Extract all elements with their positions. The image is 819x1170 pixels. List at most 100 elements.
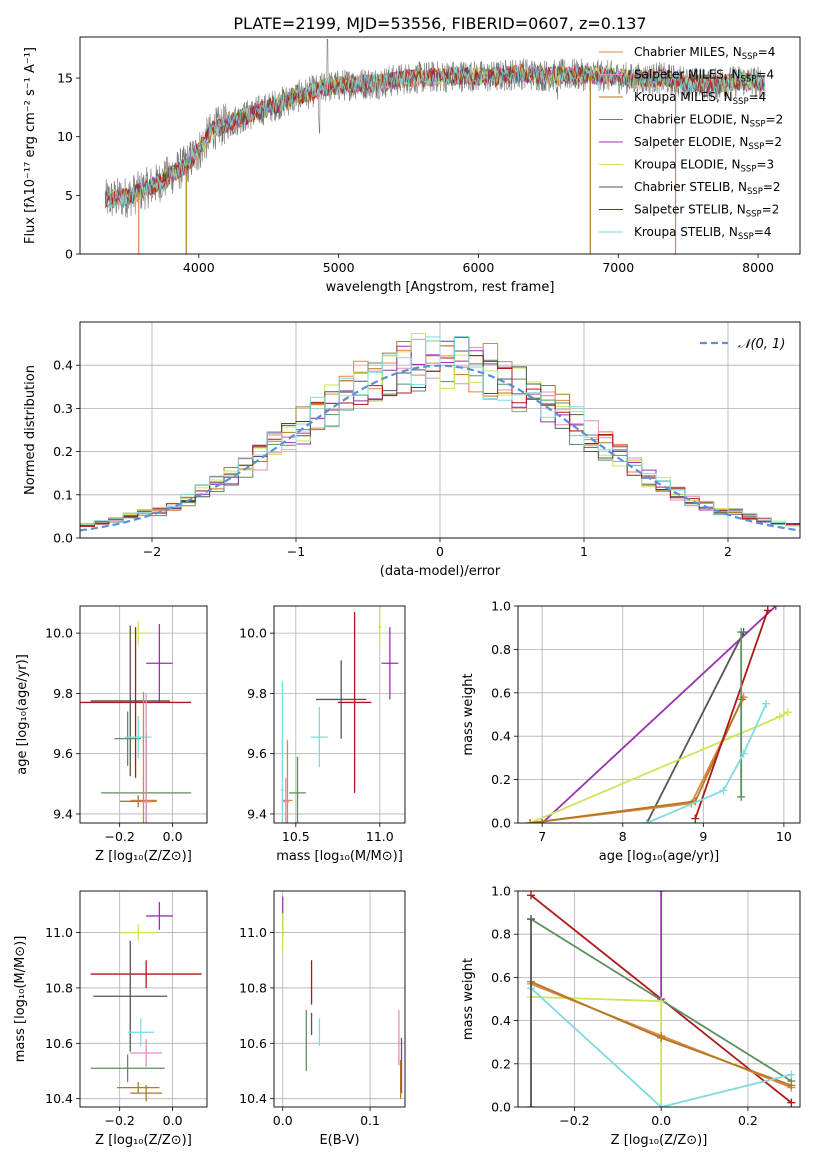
mass-weight-marker — [739, 749, 748, 758]
y-tick-label: 0 — [65, 247, 73, 262]
legend-entry: Chabrier MILES, NSSP=4 — [634, 45, 775, 62]
mass-weight-marker — [787, 1081, 796, 1090]
spectrum-axes: 4000 5000 6000 7000 8000 0 5 10 15 wavelength [An… — [23, 39, 774, 295]
y-tick-label: 10 — [57, 129, 73, 144]
mass-weight-marker — [771, 606, 780, 610]
x-tick-label: −1 — [287, 544, 305, 559]
y-axis-label: mass weight — [461, 673, 476, 755]
massweight-vs-Z-plot-area — [527, 891, 796, 1107]
mass-weight-marker — [657, 891, 666, 895]
mass-weight-marker — [787, 1070, 796, 1079]
mass-weight-marker — [737, 792, 746, 801]
x-tick-label: 11.0 — [366, 829, 394, 844]
age-vs-mass-axes: 10.5 11.0 9.4 9.6 9.8 10.0 mass [log₁₀(M/M⊙)] — [239, 606, 405, 864]
x-tick-label: 0.0 — [273, 1113, 293, 1128]
y-tick-label: 0.2 — [491, 772, 511, 787]
y-tick-label: 0.6 — [491, 685, 511, 700]
mass-weight-line — [530, 987, 792, 1107]
mass-weight-marker — [657, 1033, 666, 1042]
y-tick-label: 0.1 — [53, 487, 73, 502]
massweight-vs-age-plot-area — [526, 606, 792, 823]
x-tick-label: −0.2 — [559, 1113, 589, 1128]
y-tick-label: 0.0 — [53, 531, 73, 546]
x-tick-label: 0 — [436, 544, 444, 559]
mass-weight-marker — [719, 786, 728, 795]
y-axis-label: Normed distribution — [23, 365, 38, 495]
y-tick-label: 10.0 — [239, 626, 267, 641]
mass-weight-marker — [657, 1103, 666, 1107]
y-tick-label: 10.6 — [45, 1036, 73, 1051]
y-axis-label: mass [log₁₀(M/M⊙)] — [13, 936, 28, 1063]
y-tick-label: 9.4 — [247, 806, 267, 821]
mass-weight-marker — [527, 1103, 536, 1107]
mass-weight-line — [646, 631, 745, 823]
mass-vs-Z-axes: −0.2 0.0 10.4 10.6 10.8 11.0 Z [log₁₀(Z/Z⊙)] ma… — [13, 891, 207, 1148]
y-tick-label: 0.2 — [53, 444, 73, 459]
mass-vs-Z-plot-area — [90, 902, 202, 1102]
model-spectrum-line — [105, 63, 766, 208]
x-tick-label: 0.2 — [738, 1113, 758, 1128]
legend-entry: Kroupa STELIB, NSSP=4 — [634, 225, 772, 242]
y-tick-label: 0.3 — [53, 401, 73, 416]
residuals-frame — [79, 321, 801, 539]
x-tick-label: 8000 — [742, 260, 774, 275]
x-tick-label: 10 — [776, 829, 792, 844]
x-tick-label: 6000 — [463, 260, 495, 275]
y-tick-label: 5 — [65, 188, 73, 203]
mass-weight-line — [541, 606, 777, 823]
massweight-vs-Z-axes: −0.2 0.0 0.2 0.0 0.2 0.4 0.6 0.8 1.0 Z [log₁₀(Z/Z… — [461, 884, 800, 1148]
massweight-vs-age-frame — [517, 605, 801, 824]
normal-distribution-curve — [80, 364, 800, 532]
y-tick-label: 10.6 — [239, 1036, 267, 1051]
legend-entry: 𝒩(0, 1) — [738, 337, 785, 352]
mass-vs-ebv-frame — [273, 890, 406, 1108]
x-tick-label: 9 — [699, 829, 707, 844]
residuals-plot-area — [80, 333, 800, 532]
y-axis-label: age [log₁₀(age/yr)] — [15, 654, 30, 775]
y-tick-label: 11.0 — [45, 925, 73, 940]
y-axis-label: mass weight — [461, 958, 476, 1040]
x-axis-label: age [log₁₀(age/yr)] — [599, 849, 720, 864]
x-tick-label: −0.2 — [105, 1113, 135, 1128]
mass-weight-marker — [783, 708, 792, 717]
legend-entry: Chabrier ELODIE, NSSP=2 — [634, 113, 783, 130]
mass-weight-line — [530, 995, 663, 1107]
age-vs-Z-axes: −0.2 0.0 9.4 9.6 9.8 10.0 Z [log₁₀(Z/Z⊙)] age [… — [15, 606, 207, 864]
age-vs-Z-frame — [79, 605, 208, 824]
y-tick-label: 9.4 — [53, 806, 73, 821]
x-axis-label: Z [log₁₀(Z/Z⊙)] — [611, 1133, 708, 1148]
x-tick-label: 7000 — [602, 260, 634, 275]
x-tick-label: 0.0 — [163, 829, 183, 844]
x-axis-label: E(B-V) — [319, 1133, 359, 1148]
legend-entry: Salpeter MILES, NSSP=4 — [634, 68, 774, 85]
y-tick-label: 11.0 — [239, 925, 267, 940]
y-tick-label: 0.2 — [491, 1056, 511, 1071]
mass-vs-Z-frame — [79, 890, 208, 1108]
legend-entry: Kroupa MILES, NSSP=4 — [634, 90, 766, 107]
x-axis-label: Z [log₁₀(Z/Z⊙)] — [95, 1133, 192, 1148]
y-tick-label: 10.4 — [45, 1091, 73, 1106]
spectrum-frame — [79, 36, 801, 255]
age-vs-mass-frame — [273, 605, 406, 824]
y-tick-label: 10.4 — [239, 1091, 267, 1106]
x-axis-label: Z [log₁₀(Z/Z⊙)] — [95, 849, 192, 864]
y-tick-label: 0.0 — [491, 1100, 511, 1115]
residuals-axes: −2 −1 0 1 2 0.0 0.1 0.2 0.3 0.4 (data-model)/error… — [23, 322, 800, 579]
mass-vs-ebv-axes: 0.0 0.1 10.4 10.6 10.8 11.0 E(B-V) — [239, 891, 405, 1148]
x-axis-label: mass [log₁₀(M/M⊙)] — [276, 849, 403, 864]
histogram-step-line — [80, 336, 800, 527]
y-tick-label: 10.0 — [45, 626, 73, 641]
mass-weight-marker — [642, 819, 651, 823]
legend-entry: Salpeter ELODIE, NSSP=2 — [634, 135, 782, 152]
y-tick-label: 9.8 — [247, 686, 267, 701]
x-tick-label: 8 — [619, 829, 627, 844]
mass-weight-marker — [737, 628, 746, 637]
mass-weight-marker — [657, 997, 666, 1006]
mass-vs-ebv-plot-area — [282, 896, 403, 1099]
mass-weight-marker — [527, 891, 536, 900]
y-tick-label: 0.4 — [53, 358, 73, 373]
massweight-vs-Z-frame — [517, 890, 801, 1108]
x-tick-label: 0.0 — [163, 1113, 183, 1128]
spectrum-plot-area — [104, 39, 766, 254]
